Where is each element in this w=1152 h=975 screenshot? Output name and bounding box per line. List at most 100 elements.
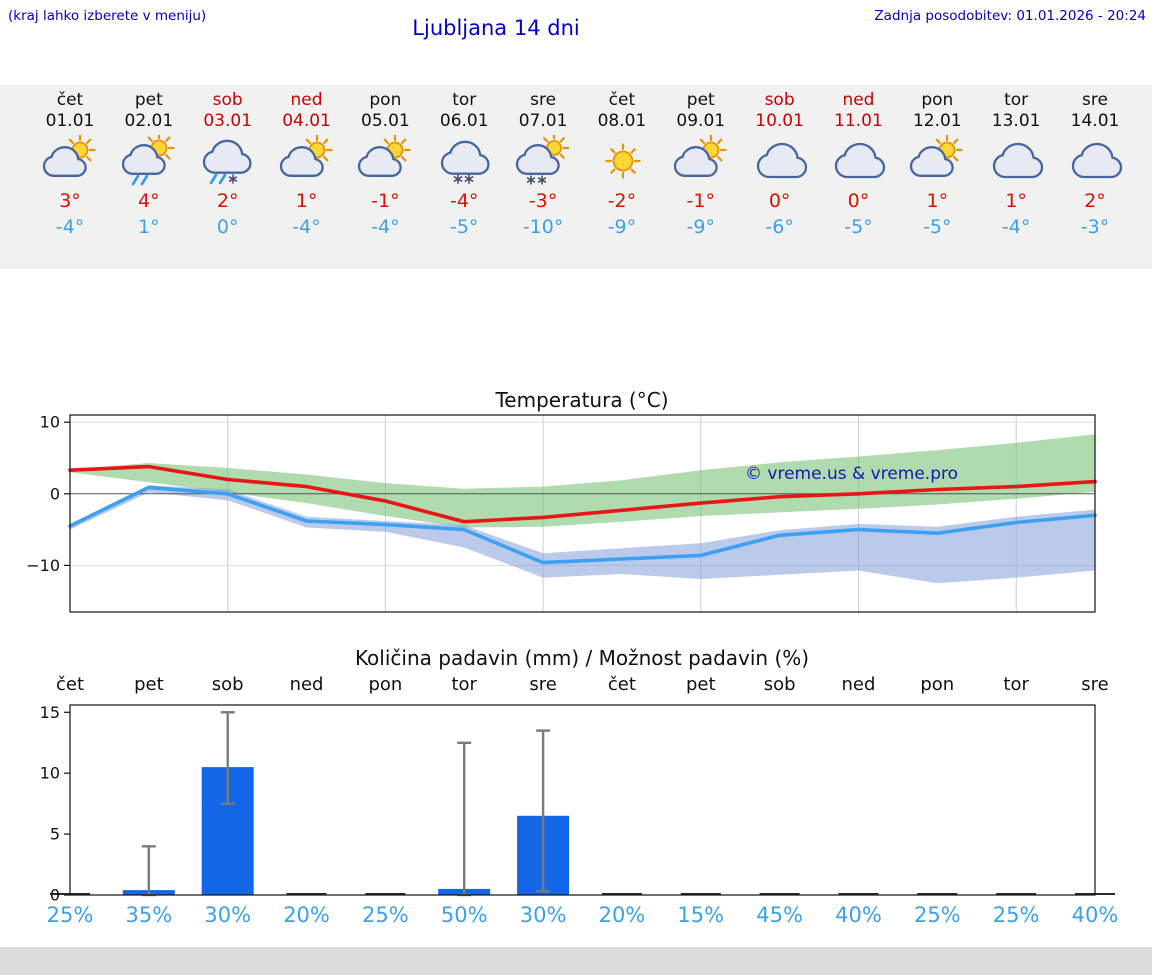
precip-probability: 20% [598,903,646,927]
day-icon-wrap [661,134,740,187]
svg-text:−10: −10 [26,556,60,575]
forecast-day-column[interactable]: pet 09.01 -1° -9° [661,85,740,269]
day-high-temp: 0° [768,190,791,212]
precip-day-labels: čet pet sob ned pon tor sre čet pet sob ned pon tor s… [0,674,1152,698]
day-date: 13.01 [991,111,1041,131]
day-high-temp: 3° [59,190,81,212]
forecast-day-column[interactable]: sob 10.01 0° -6° [740,85,819,269]
precip-day-label: sre [529,674,557,695]
day-low-temp: -9° [686,216,715,238]
day-high-temp: -3° [528,190,558,212]
day-low-temp: -6° [765,216,794,238]
day-icon-wrap [977,135,1056,187]
weather-icon-sun-cloud [908,134,963,187]
day-date: 10.01 [755,111,804,131]
precip-day-label: sob [211,674,244,695]
day-low-temp: -4° [55,216,85,238]
precip-probability: 20% [283,903,330,927]
precip-probability: 25% [362,903,409,927]
svg-text:5: 5 [50,825,60,844]
forecast-day-column[interactable]: sre 14.01 2° -3° [1056,85,1135,269]
day-icon-wrap [504,132,583,187]
forecast-day-column[interactable]: čet 08.01 -2° -9° [582,85,661,269]
forecast-day-column[interactable]: sob 03.01 2° 0° [188,85,267,269]
precip-probability: 50% [440,903,488,927]
precip-probability: 30% [204,903,252,927]
day-low-temp: -5° [449,216,479,238]
day-low-temp: -3° [1080,216,1110,238]
precip-chart: 0 5 10 15 [40,703,1115,905]
precip-day-label: pon [920,674,955,695]
day-low-temp: -10° [522,216,564,238]
day-high-temp: -4° [449,190,479,212]
day-low-temp: -5° [923,216,952,238]
day-icon-wrap [740,135,819,187]
day-icon-wrap [188,135,267,187]
precip-probability: 35% [125,903,173,927]
weather-icon-sun-cloud-snow [514,132,570,185]
day-low-temp: -5° [844,216,873,238]
precip-day-label: tor [1003,674,1029,695]
precip-day-label: tor [451,674,477,695]
day-date: 12.01 [912,111,962,131]
day-name: tor [452,90,477,110]
day-icon-wrap [109,132,188,187]
weather-icon-sun [605,143,641,179]
precip-day-label: čet [607,674,636,695]
weather-icon-sun-cloud-rain [120,132,175,186]
day-high-temp: 1° [926,190,949,212]
weather-icon-sun-cloud [356,134,411,187]
weather-icon-cloud-sleet [199,135,257,185]
day-high-temp: 2° [216,190,239,212]
precip-probability: 45% [756,903,803,927]
day-icon-wrap [898,134,977,187]
day-date: 01.01 [45,111,95,131]
precip-day-label: ned [841,674,876,695]
day-name: pon [921,90,954,110]
day-name: pet [686,90,715,110]
forecast-day-column[interactable]: ned 04.01 1° -4° [267,85,346,269]
forecast-day-column[interactable]: ned 11.01 0° -5° [819,85,898,269]
day-name: sre [1082,90,1108,110]
weather-icon-cloud [1066,135,1124,187]
forecast-day-column[interactable]: čet 01.01 3° -4° [31,85,110,269]
temperature-chart-title: Temperatura (°C) [495,388,669,412]
day-icon-wrap [346,134,425,187]
precip-probability: 30% [519,903,567,927]
forecast-day-column[interactable]: tor 06.01 -4° -5° [425,85,504,269]
forecast-day-column[interactable]: sre 07.01 -3° -10° [504,85,583,269]
forecast-day-column[interactable]: pon 12.01 1° -5° [898,85,977,269]
svg-text:0: 0 [50,886,60,905]
svg-text:15: 15 [40,703,60,722]
day-date: 04.01 [282,111,331,131]
day-high-temp: 4° [138,190,160,212]
day-high-temp: -1° [371,190,400,212]
day-low-temp: 0° [216,216,239,238]
precip-probability-row: 25% 35% 30% 20% 25% 50% 30% 20% 15% 45% 40% 25% 25% 4… [0,903,1152,931]
day-low-temp: -9° [607,216,637,238]
precip-day-label: čet [55,674,85,695]
day-high-temp: 1° [295,190,318,212]
weather-icon-cloud [829,135,887,187]
watermark-link[interactable]: © vreme.us & vreme.pro [745,464,959,484]
day-icon-wrap [582,135,661,187]
day-name: pon [369,90,402,110]
forecast-day-column[interactable]: pon 05.01 -1° -4° [346,85,425,269]
forecast-day-column[interactable]: tor 13.01 1° -4° [977,85,1056,269]
weather-icon-sun-cloud [672,134,727,187]
page-title: Ljubljana 14 dni [412,16,580,40]
day-high-temp: 0° [847,190,870,212]
precip-probability: 25% [46,903,94,927]
day-date: 14.01 [1070,111,1120,131]
day-low-temp: -4° [292,216,321,238]
day-name: čet [56,90,84,110]
day-date: 05.01 [361,111,410,131]
precip-chart-title: Količina padavin (mm) / Možnost padavin … [354,646,810,670]
forecast-day-column[interactable]: pet 02.01 4° 1° [109,85,188,269]
day-high-temp: 1° [1005,190,1027,212]
day-high-temp: 2° [1084,190,1106,212]
precip-day-label: pon [368,674,403,695]
day-date: 11.01 [834,111,883,131]
day-icon-wrap [425,135,504,187]
